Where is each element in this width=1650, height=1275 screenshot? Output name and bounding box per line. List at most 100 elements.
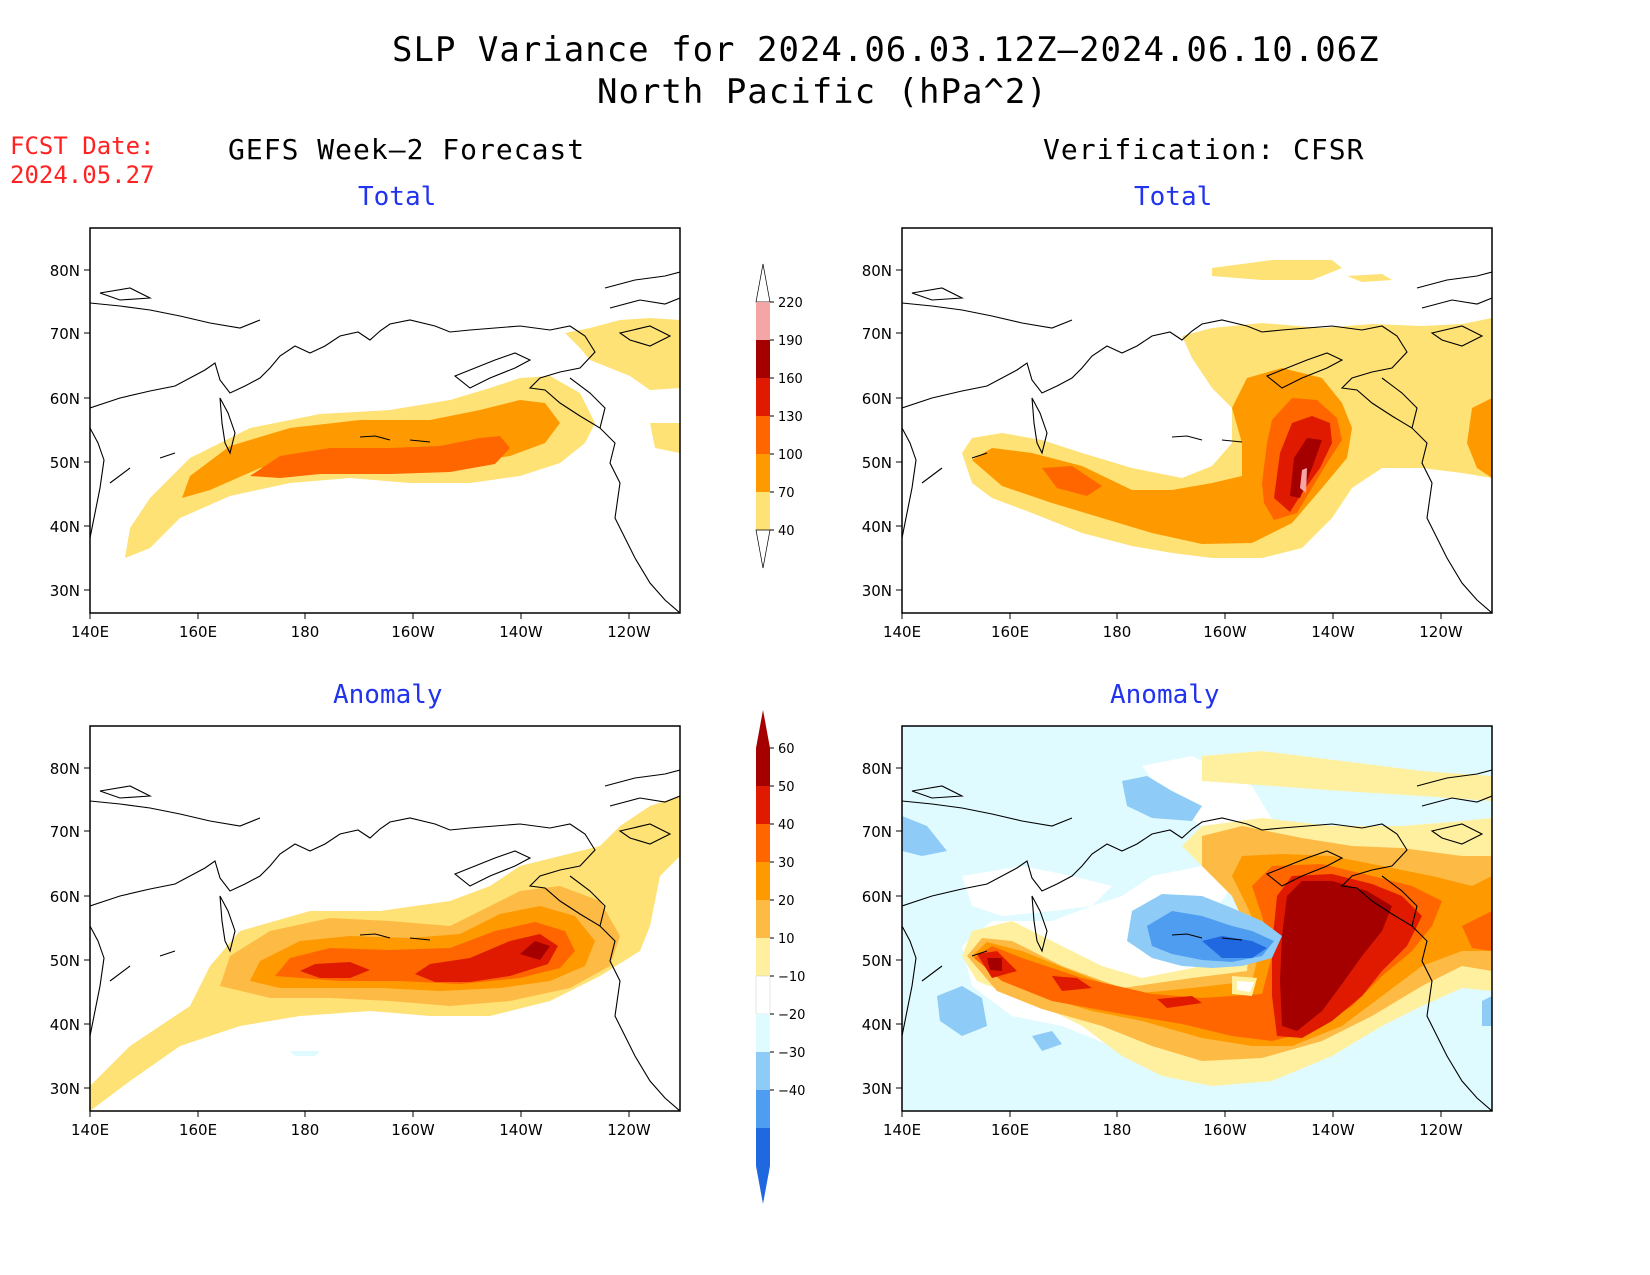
colorbar-swatch — [756, 748, 770, 786]
panel-label-tl: Total — [358, 182, 437, 212]
coastline — [219, 895, 236, 953]
colorbar-swatch — [756, 1090, 770, 1128]
coastline — [1265, 850, 1344, 887]
figure-title: SLP Variance for 2024.06.03.12Z–2024.06.… — [392, 30, 1380, 70]
shaded-contour — [565, 318, 680, 390]
lat-label: 80N — [862, 262, 892, 280]
coastline — [1416, 769, 1492, 845]
colorbar-swatch — [756, 1052, 770, 1090]
colorbar-label: 30 — [778, 856, 795, 871]
coastline — [99, 785, 153, 799]
coastline — [921, 950, 988, 982]
shaded-contour — [1482, 996, 1492, 1026]
shaded-contour — [1300, 468, 1307, 493]
lon-label: 120W — [1419, 1121, 1463, 1139]
lat-label: 80N — [50, 760, 80, 778]
shaded-contour — [1212, 260, 1342, 280]
coastline — [99, 287, 153, 301]
coastline — [1031, 895, 1048, 953]
shaded-contour — [1202, 936, 1267, 958]
colorbar-label: 60 — [778, 742, 795, 757]
fcst-date-value: 2024.05.27 — [10, 161, 155, 189]
colorbar-top-arrow — [756, 710, 770, 748]
right-column-title: Verification: CFSR — [1043, 133, 1365, 166]
coastline — [90, 817, 680, 1111]
shaded-contour — [415, 934, 558, 982]
lat-label: 30N — [862, 582, 892, 600]
lat-label: 40N — [50, 518, 80, 536]
shaded-contour — [1032, 1031, 1062, 1051]
map-border — [89, 725, 681, 1112]
lon-label: 160E — [179, 623, 217, 641]
colorbar-swatch — [756, 378, 770, 416]
colorbar-label: 40 — [778, 524, 795, 539]
coastline — [90, 925, 105, 1037]
field-layer — [90, 271, 680, 613]
coastline — [1416, 271, 1492, 347]
lon-label: 140W — [499, 623, 543, 641]
lon-label: 160E — [991, 1121, 1029, 1139]
fcst-date-label: FCST Date: — [10, 132, 155, 160]
lon-label: 140E — [883, 623, 921, 641]
coastline — [219, 397, 236, 455]
colorbar-swatch — [756, 340, 770, 378]
lon-label: 140E — [71, 1121, 109, 1139]
map-frame: 80N 70N 60N 50N 40N 30N 140E 160E 180 160W 140W 120… — [862, 725, 1493, 1139]
lat-label: 70N — [50, 325, 80, 343]
map-svg: 80N 70N 60N 50N 40N 30N 140E 160E 180 160W 140W 120… — [862, 725, 1493, 1139]
lat-label: 60N — [862, 390, 892, 408]
lat-label: 50N — [862, 454, 892, 472]
coastline — [569, 875, 606, 927]
colorbar-anomaly: 60 50 40 30 20 10 −10 −20 −30 −40 — [748, 708, 818, 1220]
lon-label: 120W — [607, 623, 651, 641]
map-svg: 80N 70N 60N 50N 40N 30N 140E 160E 180 160W 140W 120… — [862, 227, 1493, 641]
shaded-contour — [1462, 911, 1492, 951]
coastline — [1381, 875, 1418, 927]
shaded-contour — [1280, 881, 1392, 1031]
shaded-contour — [937, 986, 987, 1036]
coastline — [109, 950, 176, 982]
shaded-contour — [520, 941, 550, 960]
lat-label: 80N — [862, 760, 892, 778]
lon-label: 140W — [1311, 623, 1355, 641]
lat-label: 40N — [862, 518, 892, 536]
coastline — [90, 427, 105, 539]
colorbar-label: 70 — [778, 486, 795, 501]
colorbar-label: 220 — [778, 296, 803, 311]
lat-label: 50N — [50, 952, 80, 970]
lat-label: 60N — [50, 888, 80, 906]
map-cfsr-total: 80N 70N 60N 50N 40N 30N 140E 160E 180 160W 140W 120… — [852, 220, 1502, 643]
map-gefs-total: 80N 70N 60N 50N 40N 30N 140E 160E 180 160W 140W 120… — [40, 220, 690, 643]
shaded-contour — [1237, 981, 1254, 992]
lon-label: 180 — [1103, 1121, 1132, 1139]
colorbar-total: 220 190 160 130 100 70 40 — [748, 262, 818, 584]
colorbar-label: −20 — [778, 1008, 805, 1023]
lat-label: 40N — [50, 1016, 80, 1034]
colorbar-swatch — [756, 900, 770, 938]
lat-label: 30N — [50, 582, 80, 600]
coastline — [911, 785, 965, 799]
colorbar-label: 10 — [778, 932, 795, 947]
colorbar-label: −30 — [778, 1046, 805, 1061]
coastline — [90, 302, 261, 329]
shaded-contour — [1042, 466, 1102, 496]
coastline — [902, 817, 1492, 1111]
map-border — [901, 725, 1493, 1112]
colorbar-svg: 60 50 40 30 20 10 −10 −20 −30 −40 — [755, 710, 805, 1204]
coastline — [902, 800, 1073, 827]
map-frame: 80N 70N 60N 50N 40N 30N 140E 160E 180 160W 140W 120… — [50, 725, 681, 1139]
map-border — [901, 227, 1493, 614]
colorbar-swatch — [755, 975, 771, 1015]
lon-label: 160W — [391, 1121, 435, 1139]
map-svg: 80N 70N 60N 50N 40N 30N 140E 160E 180 160W 140W 120… — [50, 725, 681, 1139]
shaded-contour — [1052, 976, 1092, 991]
map-cfsr-anomaly: 80N 70N 60N 50N 40N 30N 140E 160E 180 160W 140W 120… — [852, 718, 1502, 1141]
panel-label-bl: Anomaly — [333, 680, 443, 710]
shaded-contour — [1157, 996, 1202, 1008]
coastline — [911, 287, 965, 301]
lon-label: 160W — [1203, 623, 1247, 641]
shaded-contour — [1347, 274, 1392, 282]
lon-label: 120W — [1419, 623, 1463, 641]
colorbar-bottom-arrow — [755, 529, 771, 569]
coastline — [902, 925, 917, 1037]
